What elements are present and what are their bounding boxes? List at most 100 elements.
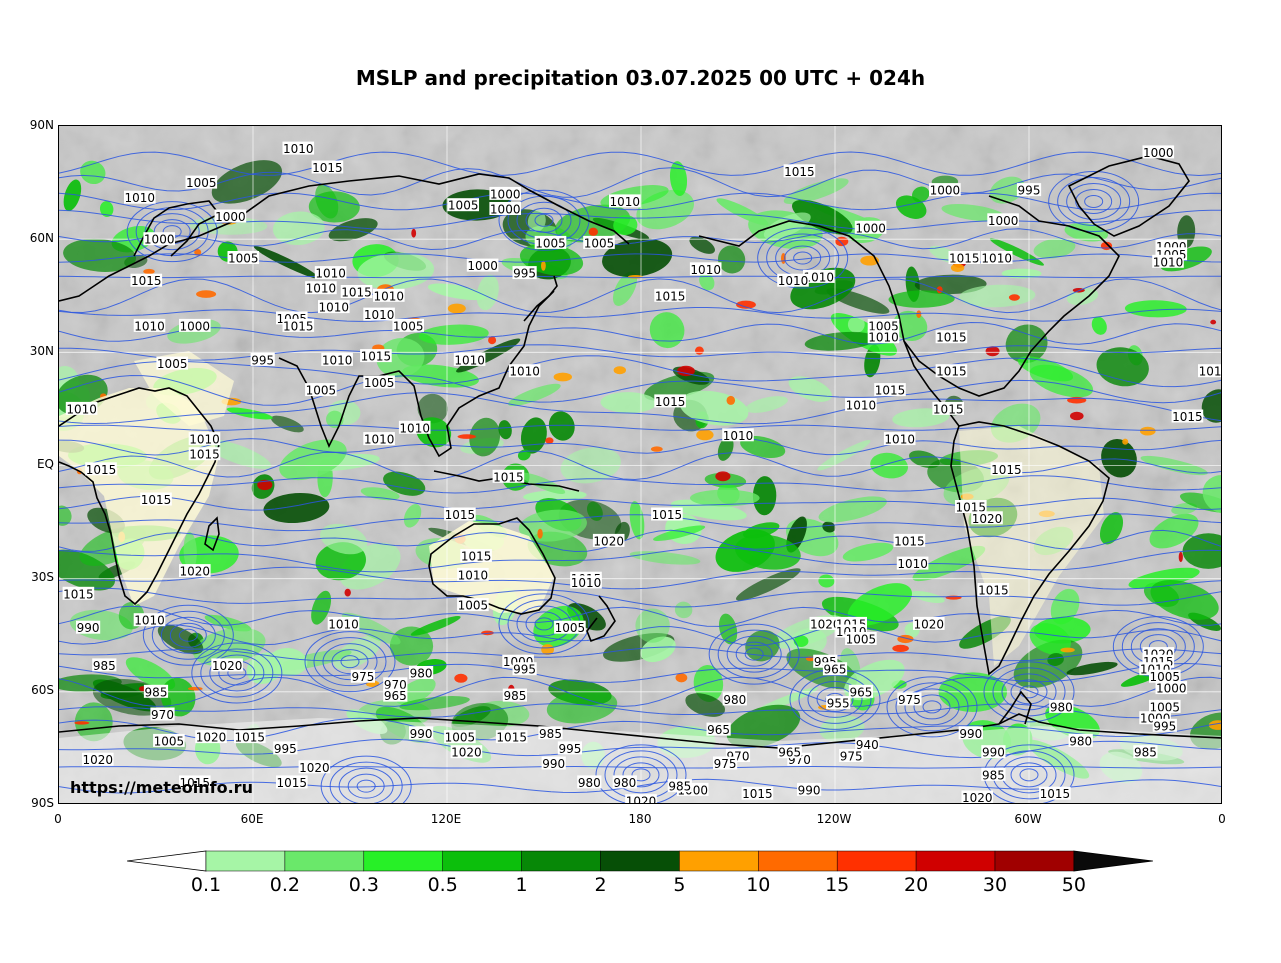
pressure-label-text: 985 — [145, 685, 168, 699]
pressure-label-text: 985 — [539, 727, 562, 741]
pressure-label-text: 1015 — [1040, 787, 1071, 801]
isobar-line — [59, 703, 1221, 719]
colorbar-segment — [442, 850, 522, 872]
precip-area — [689, 236, 715, 254]
pressure-label-text: 995 — [558, 742, 581, 756]
pressure-label: 985 — [981, 767, 1006, 782]
pressure-label-text: 1005 — [868, 319, 899, 333]
heavy-precip-cell — [675, 673, 688, 683]
pressure-label-text: 975 — [351, 670, 374, 684]
isobar-line — [59, 392, 1221, 425]
pressure-label: 1010 — [867, 330, 900, 345]
heavy-precip-cell — [541, 260, 546, 271]
heavy-precip-cell — [588, 227, 598, 236]
pressure-label-text: 965 — [824, 663, 847, 677]
lat-label-60n: 60N — [29, 231, 54, 245]
antarctic-peninsula-coastline — [998, 690, 1032, 725]
cyclone-isobar-ring — [886, 676, 978, 738]
cyclone-isobar-ring — [631, 768, 651, 782]
cyclone-isobar-ring — [726, 635, 782, 673]
isobar-line — [59, 529, 1221, 553]
pressure-label-text: 1010 — [66, 402, 97, 416]
pressure-label: 1000 — [214, 209, 247, 224]
pressure-label: 1005 — [457, 598, 489, 613]
pressure-label: 1015 — [360, 349, 392, 364]
precip-area — [989, 238, 1045, 266]
pressure-label-text: 980 — [578, 776, 601, 790]
pressure-label-text: 980 — [1069, 734, 1092, 748]
heavy-precip-cell — [696, 429, 714, 441]
colorbar-level-label: 2 — [594, 874, 607, 896]
pressure-label-text: 975 — [714, 757, 737, 771]
precip-area — [333, 635, 381, 670]
pressure-label: 1020 — [179, 564, 211, 579]
precip-area — [674, 601, 693, 619]
pressure-label-text: 1015 — [283, 319, 314, 333]
isobar-line — [59, 566, 1221, 590]
lat-label-90n: 90N — [29, 118, 54, 132]
pressure-label-text: 1015 — [991, 463, 1022, 477]
pressure-label-text: 1010 — [306, 282, 337, 296]
pressure-label-text: 995 — [1018, 184, 1041, 198]
colorbar-level-label: 5 — [673, 874, 686, 896]
pressure-label-text: 970 — [384, 678, 407, 692]
precip-area — [498, 420, 512, 440]
cyclone-isobar-ring — [983, 661, 1075, 723]
pressure-label-text: 1010 — [125, 191, 156, 205]
precip-area — [99, 201, 114, 217]
pressure-label-text: 985 — [1134, 746, 1157, 760]
precip-area — [600, 392, 657, 414]
precip-area — [959, 284, 1036, 308]
new-zealand-coastline — [586, 595, 616, 643]
colorbar-segment — [994, 850, 1075, 872]
antarctica-coastline — [59, 713, 1221, 749]
pressure-label: 1005 — [153, 733, 185, 748]
africa-coastline — [59, 387, 220, 606]
cyclone-isobar-ring — [807, 680, 863, 718]
precip-area — [752, 476, 777, 516]
heavy-precip-cell — [726, 395, 736, 405]
precip-area — [263, 492, 330, 524]
precip-area — [817, 440, 871, 471]
heavy-precip-cell — [196, 290, 217, 298]
pressure-label-text: 1020 — [180, 565, 211, 579]
cyclone-isobar-ring — [191, 642, 283, 704]
precipitation-colorbar — [127, 850, 1153, 872]
pressure-label-text: 1020 — [626, 795, 657, 804]
pressure-label-text: 1005 — [555, 621, 586, 635]
pressure-label-text: 1010 — [283, 142, 314, 156]
pressure-label: 1015 — [130, 273, 163, 288]
precip-area — [653, 525, 706, 541]
cyclone-isobar-ring — [320, 755, 412, 803]
isobar-line — [59, 278, 1221, 314]
pressure-label-text: 1005 — [186, 176, 217, 190]
precip-area — [1124, 300, 1187, 318]
cyclone-isobar-ring — [793, 251, 813, 265]
heavy-precip-cell — [736, 300, 756, 309]
pressure-label: 1010 — [373, 288, 405, 303]
pressure-label: 1005 — [845, 632, 877, 647]
pressure-label: 1010 — [570, 575, 602, 590]
watermark-url: https://meteoinfo.ru — [70, 778, 253, 797]
pressure-label-text: 1015 — [493, 470, 524, 484]
pressure-label: 1015 — [990, 462, 1023, 477]
heavy-precip-cell — [344, 588, 351, 597]
pressure-label: 1020 — [913, 616, 945, 631]
precip-area — [1171, 502, 1198, 515]
pressure-label-text: 1020 — [451, 746, 482, 760]
pressure-label-text: 1020 — [299, 761, 330, 775]
pressure-label: 1010 — [363, 307, 395, 322]
pressure-label-text: 965 — [849, 685, 872, 699]
heavy-precip-cell — [715, 471, 731, 482]
pressure-label-text: 990 — [410, 727, 433, 741]
colorbar-level-label: 20 — [904, 874, 929, 896]
pressure-label-text: 101 — [1199, 365, 1222, 379]
pressure-label: 1015 — [85, 462, 117, 477]
colorbar-segment — [758, 850, 838, 872]
lon-label-120e: 120E — [430, 812, 462, 826]
precip-area — [63, 179, 82, 212]
colorbar-segment — [915, 850, 996, 872]
precip-area — [685, 693, 726, 717]
pressure-label-text: 1000 — [1156, 682, 1187, 696]
